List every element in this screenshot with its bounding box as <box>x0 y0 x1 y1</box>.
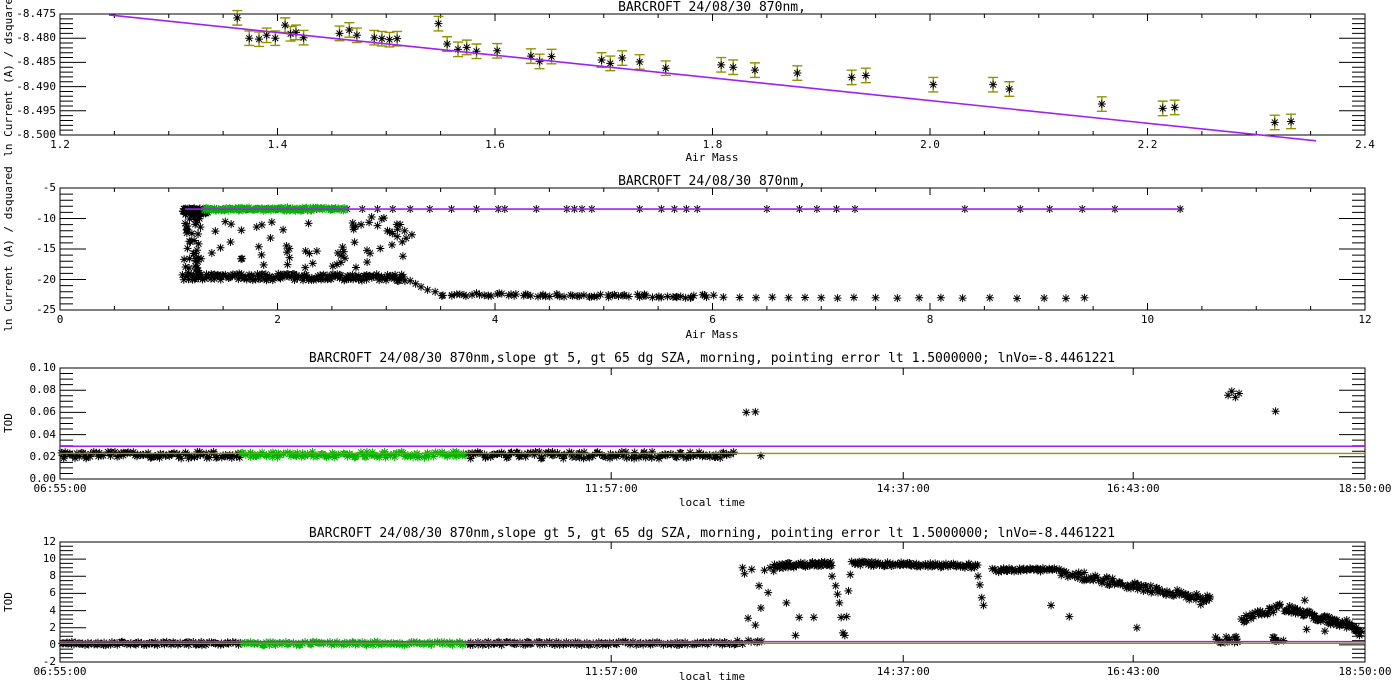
x-tick-label: 1.2 <box>50 138 70 151</box>
x-tick-label: 10 <box>1140 313 1155 326</box>
x-tick-label: 4 <box>491 313 499 326</box>
panel2-yaxis-label: ln Current (A) / dsquared <box>2 166 15 332</box>
panel1-title: BARCROFT 24/08/30 870nm, <box>618 0 806 15</box>
y-tick-label: 6 <box>49 586 56 600</box>
plateau-3 <box>988 564 1065 577</box>
y-tick-label: 8 <box>49 569 56 583</box>
measured-points <box>233 13 1296 127</box>
y-tick-label: -2 <box>42 655 56 668</box>
tod-outliers <box>742 387 1280 460</box>
bottom-transition <box>406 276 440 296</box>
x-tick-label: 2.0 <box>920 138 940 151</box>
below-line-cluster <box>348 213 401 232</box>
x-tick-label: 18:50:00 <box>1338 665 1392 678</box>
y-tick-label: 0 <box>49 637 56 651</box>
y-tick-label: 0.08 <box>29 383 57 397</box>
mid-singles <box>1047 600 1205 632</box>
x-tick-label: 2.2 <box>1137 138 1158 151</box>
panel4-xaxis-label: local time <box>679 670 745 683</box>
panel2-axis-ticks <box>59 187 1366 311</box>
y-tick-label: 0.04 <box>29 427 57 441</box>
bottom-band-b <box>437 289 718 303</box>
bump-band <box>1237 600 1284 627</box>
y-tick-label: 12 <box>42 535 56 548</box>
y-tick-label: -8.480 <box>16 31 56 45</box>
dip-a-points <box>782 570 855 640</box>
panel3-title: BARCROFT 24/08/30 870nm,slope gt 5, gt 6… <box>309 351 1115 366</box>
panel4-title: BARCROFT 24/08/30 870nm,slope gt 5, gt 6… <box>309 526 1115 541</box>
final-singles <box>1300 596 1364 640</box>
start-column-scatter <box>180 210 206 275</box>
plateau-1 <box>770 558 836 573</box>
x-tick-label: 16:43:00 <box>1106 665 1160 678</box>
x-tick-label: 2.4 <box>1355 138 1375 151</box>
y-tick-label: 0.06 <box>29 405 57 419</box>
x-tick-label: 1.8 <box>702 138 723 151</box>
x-tick-label: 12 <box>1358 313 1372 326</box>
y-tick-label: -8.475 <box>16 7 56 20</box>
y-tick-label: 10 <box>42 552 56 566</box>
panel4-yaxis-label: TOD <box>2 592 15 612</box>
tod-black-early <box>57 447 244 463</box>
y-tick-label: -5 <box>42 181 56 194</box>
bottom-band-a <box>178 269 409 285</box>
x-tick-label: 16:43:00 <box>1106 482 1160 495</box>
dip-cluster-1 <box>1211 632 1242 647</box>
y-tick-label: 0.10 <box>29 361 57 374</box>
y-tick-label: 2 <box>49 620 56 634</box>
panel3-xaxis-label: local time <box>679 496 745 509</box>
panel3-axis-ticks <box>59 367 1366 480</box>
x-tick-label: 11:57:00 <box>584 482 638 495</box>
x-tick-label: 06:55:00 <box>33 482 87 495</box>
y-tick-label: -8.485 <box>16 55 56 69</box>
panel1-yaxis-label: ln Current (A) / dsquared <box>2 0 15 157</box>
y-tick-label: -20 <box>36 272 56 286</box>
x-tick-label: 2 <box>274 313 281 326</box>
x-tick-label: 1.6 <box>485 138 505 151</box>
drop-points <box>974 572 988 610</box>
panel3-axes-box <box>59 367 1366 480</box>
tod-black-late-morning <box>464 447 738 463</box>
x-tick-label: 6 <box>709 313 716 326</box>
x-tick-label: 06:55:00 <box>33 665 87 678</box>
final-decline <box>1280 602 1366 636</box>
y-tick-label: 0.00 <box>29 472 57 485</box>
measured-points-error-bars <box>232 9 1297 131</box>
panel3-yaxis-label: TOD <box>2 413 15 433</box>
plot-render-layer <box>57 9 1366 663</box>
tod-green-selected <box>237 447 470 462</box>
panel1-axis-ticks <box>59 13 1366 136</box>
panel2-xaxis-label: Air Mass <box>686 328 739 341</box>
mid-scatter <box>207 217 416 272</box>
x-tick-label: 11:57:00 <box>584 665 638 678</box>
y-tick-label: -25 <box>36 303 56 316</box>
y-tick-label: -8.490 <box>16 79 56 93</box>
x-tick-label: 14:37:00 <box>876 482 930 495</box>
x-tick-label: 18:50:00 <box>1338 482 1392 495</box>
x-tick-label: 1.4 <box>267 138 288 151</box>
y-tick-label: -15 <box>36 242 56 255</box>
bottom-sparse-c <box>719 293 1089 303</box>
x-tick-label: 8 <box>926 313 934 326</box>
y-tick-label: -10 <box>36 211 56 225</box>
panel2-title: BARCROFT 24/08/30 870nm, <box>618 174 806 189</box>
langley-fit-line <box>108 14 1317 142</box>
y-tick-label: 0.02 <box>29 449 57 463</box>
x-tick-label: 14:37:00 <box>876 665 930 678</box>
rise-points <box>738 563 778 630</box>
x-tick-label: 0 <box>56 313 64 326</box>
plateau-2 <box>847 557 982 572</box>
y-tick-label: 4 <box>49 603 56 617</box>
declining-band <box>1057 567 1214 606</box>
y-tick-label: -8.495 <box>16 103 56 117</box>
panel1-xaxis-label: Air Mass <box>686 151 739 164</box>
y-tick-label: -8.500 <box>16 128 56 141</box>
